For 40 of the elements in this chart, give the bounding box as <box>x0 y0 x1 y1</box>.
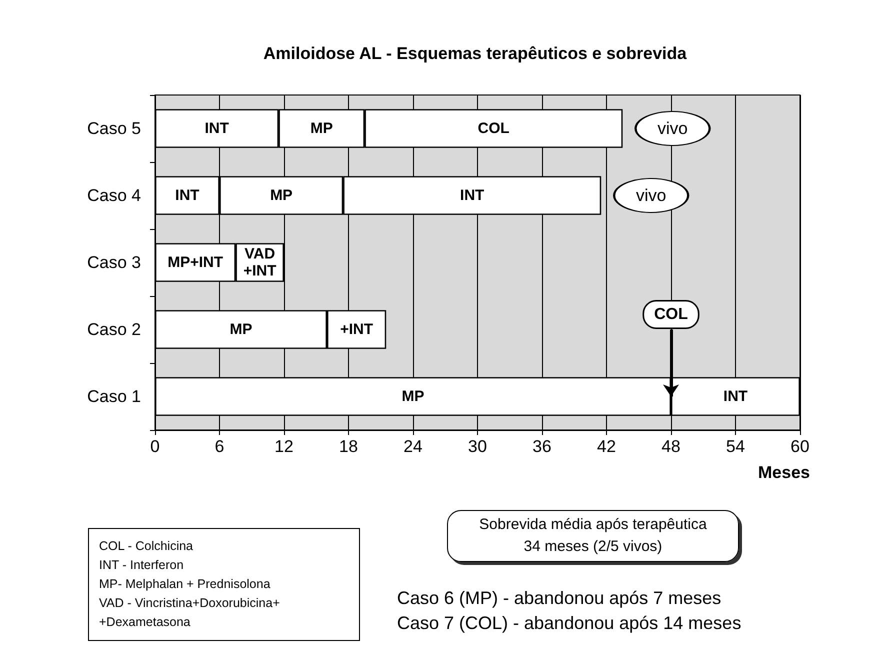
x-tick-label: 36 <box>532 437 552 456</box>
data-label: INT <box>204 120 229 137</box>
x-tick-label: 48 <box>662 437 680 456</box>
y-tick-label: Caso 3 <box>87 253 141 272</box>
data-label: VAD +INT <box>243 246 276 280</box>
data-label: MP <box>402 388 424 405</box>
x-tick-label: 6 <box>214 437 224 456</box>
x-tick-label: 24 <box>404 437 422 456</box>
text: COL - Colchicina <box>99 538 194 555</box>
y-tick-label: Caso 1 <box>87 387 141 406</box>
text: Sobrevida média após terapêutica 34 meses (2/5 vivos) <box>447 510 739 562</box>
y-tick-label: Caso 4 <box>87 186 141 205</box>
text: INT - Interferon <box>99 557 185 574</box>
x-tick-label: 0 <box>150 437 160 456</box>
x-tick-label: 54 <box>726 437 745 456</box>
annotation: vivo <box>636 186 666 205</box>
data-label: +INT <box>340 321 374 338</box>
annotation: vivo <box>658 119 688 138</box>
text: VAD - Vincristina+Doxorubicina+ +Dexametasona <box>99 595 281 631</box>
text: MP- Melphalan + Prednisolona <box>99 576 272 593</box>
x-tick-label: 12 <box>274 437 294 456</box>
x-axis-title: Meses <box>758 463 810 482</box>
x-tick-label: 18 <box>339 437 358 456</box>
data-label: INT <box>175 187 200 204</box>
data-label: MP <box>310 120 333 137</box>
text: Caso 6 (MP) - abandonou após 7 meses <box>397 587 722 610</box>
x-tick-label: 30 <box>468 437 487 456</box>
x-tick-label: 60 <box>790 437 810 456</box>
text: Caso 7 (COL) - abandonou após 14 meses <box>397 612 742 635</box>
data-label: MP <box>270 187 293 204</box>
data-label: MP+INT <box>168 254 224 271</box>
annotation: COL <box>654 306 688 323</box>
y-tick-label: Caso 2 <box>87 320 141 339</box>
x-tick-label: 42 <box>597 437 616 456</box>
data-label: MP <box>230 321 252 338</box>
data-label: INT <box>723 388 748 405</box>
y-tick-label: Caso 5 <box>87 119 141 138</box>
data-label: COL <box>478 120 510 137</box>
data-label: INT <box>460 187 484 204</box>
chart-title: Amiloidose AL - Esquemas terapêuticos e sobrevida <box>263 44 688 63</box>
